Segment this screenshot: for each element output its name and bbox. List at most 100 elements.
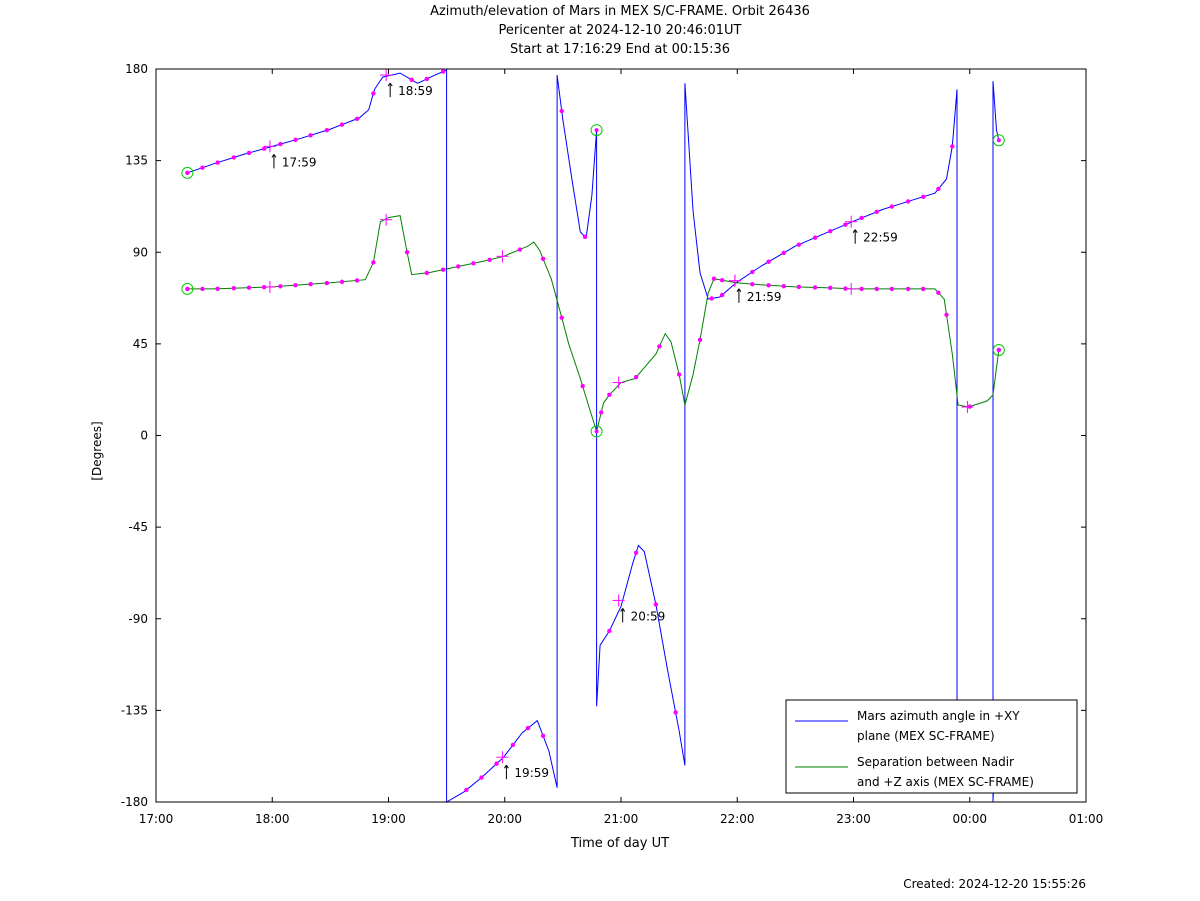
data-marker bbox=[582, 234, 588, 239]
created-timestamp: Created: 2024-12-20 15:55:26 bbox=[903, 877, 1086, 891]
chart-subtitle-pericenter: Pericenter at 2024-12-10 20:46:01UT bbox=[498, 23, 742, 38]
marker-layer bbox=[185, 69, 1002, 793]
data-marker bbox=[324, 127, 330, 133]
x-tick-label: 23:00 bbox=[836, 812, 871, 826]
data-marker bbox=[354, 278, 360, 283]
chart-title: Azimuth/elevation of Mars in MEX S/C-FRA… bbox=[430, 4, 810, 19]
annotation-arrow-head bbox=[620, 608, 624, 612]
data-marker bbox=[828, 285, 833, 291]
x-tick-label: 21:00 bbox=[604, 812, 639, 826]
data-marker bbox=[859, 286, 864, 292]
data-marker bbox=[525, 725, 531, 731]
data-marker bbox=[673, 710, 678, 715]
data-marker bbox=[944, 312, 949, 317]
data-marker bbox=[921, 194, 926, 199]
data-marker bbox=[633, 550, 639, 555]
data-marker bbox=[293, 283, 298, 288]
data-marker bbox=[781, 283, 786, 289]
data-marker bbox=[200, 165, 205, 170]
endpoint-marker bbox=[185, 170, 190, 175]
data-marker bbox=[719, 292, 725, 298]
data-marker bbox=[215, 160, 220, 165]
data-marker bbox=[750, 269, 755, 275]
data-marker bbox=[697, 337, 703, 343]
y-tick-label: -45 bbox=[128, 520, 148, 534]
annotation-arrow-head bbox=[738, 288, 742, 293]
data-marker bbox=[607, 392, 612, 397]
legend: Mars azimuth angle in +XY plane (MEX SC-… bbox=[785, 699, 1078, 794]
legend-label-separation-1: Separation between Nadir bbox=[857, 755, 1014, 769]
y-tick-label: -180 bbox=[121, 795, 148, 809]
data-marker bbox=[599, 410, 604, 415]
data-marker bbox=[308, 133, 313, 138]
x-tick-label: 20:00 bbox=[487, 812, 522, 826]
data-marker bbox=[471, 261, 476, 266]
endpoint-circle bbox=[590, 124, 603, 137]
x-tick-label: 19:00 bbox=[371, 812, 406, 826]
endpoint-circle bbox=[181, 282, 194, 295]
data-marker bbox=[889, 286, 895, 292]
series-layer bbox=[187, 69, 1000, 803]
data-marker bbox=[607, 628, 612, 634]
chart-subtitle-start-end: Start at 17:16:29 End at 00:15:36 bbox=[509, 42, 731, 57]
annotation-arrow-head bbox=[736, 288, 740, 293]
data-marker bbox=[766, 283, 771, 288]
annotation-arrow-head bbox=[854, 229, 858, 233]
endpoint-marker bbox=[594, 429, 599, 434]
data-marker bbox=[231, 286, 237, 291]
data-marker bbox=[540, 733, 546, 739]
data-marker bbox=[339, 279, 345, 284]
legend-label-azimuth-1: Mars azimuth angle in +XY bbox=[857, 709, 1020, 723]
annotation-arrow-head bbox=[504, 764, 507, 769]
endpoint-circle bbox=[992, 134, 1005, 147]
endpoint-marker bbox=[185, 286, 190, 291]
data-marker bbox=[354, 116, 360, 121]
data-marker bbox=[510, 742, 516, 748]
data-marker bbox=[843, 222, 848, 227]
data-marker bbox=[278, 284, 283, 289]
endpoint-circle bbox=[181, 166, 194, 179]
data-marker bbox=[781, 250, 786, 256]
endpoint-circle bbox=[590, 425, 603, 438]
data-marker bbox=[324, 280, 330, 286]
data-marker bbox=[424, 270, 430, 276]
data-marker bbox=[709, 296, 714, 301]
legend-label-azimuth-2: plane (MEX SC-FRAME) bbox=[857, 729, 995, 743]
endpoint-marker bbox=[594, 128, 599, 133]
annotation-arrow-head bbox=[271, 154, 275, 158]
data-marker bbox=[719, 278, 725, 283]
y-tick-label: 180 bbox=[125, 62, 148, 76]
data-marker bbox=[215, 286, 220, 291]
data-marker bbox=[424, 76, 430, 82]
data-marker bbox=[828, 228, 833, 234]
legend-box bbox=[785, 699, 1078, 794]
hour-annotation-label: 22:59 bbox=[863, 231, 898, 245]
data-marker bbox=[874, 209, 879, 215]
data-marker bbox=[653, 602, 659, 607]
data-marker bbox=[812, 235, 818, 240]
endpoint-marker bbox=[996, 347, 1001, 352]
data-marker bbox=[487, 257, 492, 263]
data-marker bbox=[231, 155, 237, 160]
data-marker bbox=[339, 122, 345, 127]
data-marker bbox=[905, 199, 911, 204]
annotation-arrow-head bbox=[389, 82, 393, 87]
hour-annotation-label: 20:59 bbox=[631, 609, 666, 623]
data-marker bbox=[905, 286, 911, 292]
data-marker bbox=[540, 256, 546, 261]
y-tick-label: 0 bbox=[140, 429, 148, 443]
x-tick-label: 18:00 bbox=[255, 812, 290, 826]
y-tick-label: 45 bbox=[133, 337, 148, 351]
data-marker bbox=[750, 281, 755, 287]
data-marker bbox=[371, 260, 376, 265]
data-marker bbox=[308, 281, 313, 287]
data-marker bbox=[676, 372, 682, 377]
data-marker bbox=[711, 276, 717, 281]
data-marker bbox=[409, 77, 414, 83]
data-marker bbox=[796, 284, 802, 290]
y-axis-label: [Degrees] bbox=[90, 421, 104, 481]
endpoint-circle bbox=[992, 343, 1005, 356]
data-marker bbox=[293, 137, 298, 143]
data-marker bbox=[246, 150, 252, 156]
